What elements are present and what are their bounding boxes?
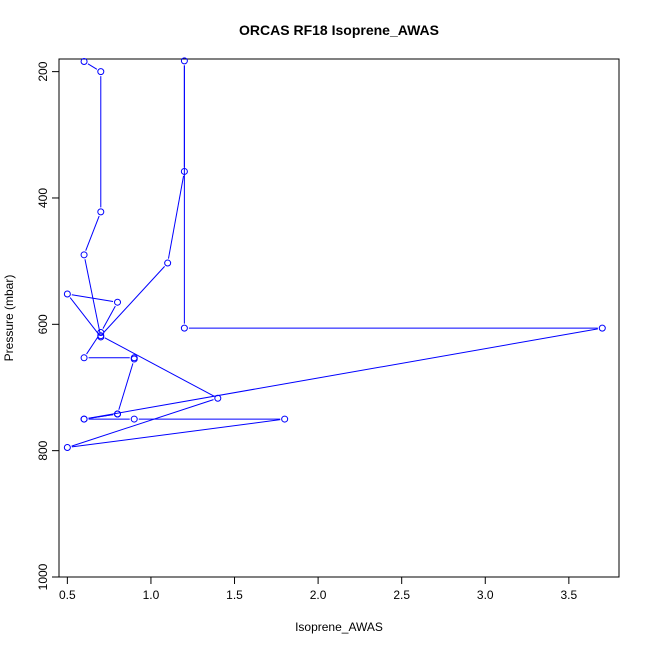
data-point xyxy=(80,354,88,362)
series-line-segment xyxy=(85,215,100,251)
series-line-segment xyxy=(71,294,114,302)
x-tick-label: 1.0 xyxy=(143,588,160,602)
x-tick-label: 1.5 xyxy=(226,588,243,602)
x-tick-label: 3.0 xyxy=(477,588,494,602)
data-point xyxy=(80,58,88,66)
series-line-segment xyxy=(103,266,165,333)
y-axis: 200 400 600 800 1000 xyxy=(36,61,59,590)
data-point xyxy=(63,444,71,451)
series-line-segment xyxy=(102,305,116,329)
y-tick-label: 400 xyxy=(36,188,50,208)
y-tick-label: 200 xyxy=(36,61,50,81)
data-point xyxy=(130,355,138,363)
data-point xyxy=(130,415,138,423)
series-line-segment xyxy=(69,297,99,334)
data-point xyxy=(598,324,606,332)
x-axis: 0.5 1.0 1.5 2.0 2.5 3.0 3.5 xyxy=(59,577,578,602)
series-line-segment xyxy=(167,175,185,259)
data-point xyxy=(214,394,222,402)
series-line-segment xyxy=(104,337,215,397)
data-point xyxy=(164,259,172,267)
x-tick-label: 3.5 xyxy=(561,588,578,602)
plot-frame xyxy=(58,58,620,578)
data-point xyxy=(180,324,188,332)
data-point xyxy=(114,298,122,306)
data-point xyxy=(180,57,188,65)
data-point xyxy=(97,68,105,76)
y-tick-label: 800 xyxy=(36,440,50,460)
series-line-segment xyxy=(71,399,214,447)
series-group xyxy=(63,57,606,451)
data-point xyxy=(180,167,188,175)
y-axis-label: Pressure (mbar) xyxy=(2,275,16,362)
series-line-segment xyxy=(118,363,134,410)
series-line-segment xyxy=(86,336,99,355)
y-tick-label: 1000 xyxy=(36,563,50,590)
x-tick-label: 0.5 xyxy=(59,588,76,602)
series-line-segment xyxy=(88,414,114,419)
x-tick-label: 2.0 xyxy=(310,588,327,602)
series-line-segment xyxy=(71,419,281,448)
x-axis-label: Isoprene_AWAS xyxy=(295,620,383,634)
data-point xyxy=(80,251,88,259)
data-point xyxy=(97,329,105,337)
data-point xyxy=(97,332,105,340)
data-point xyxy=(63,290,71,298)
data-point xyxy=(281,415,289,423)
data-point xyxy=(114,410,122,418)
y-tick-label: 600 xyxy=(36,314,50,334)
series-line-segment xyxy=(87,63,98,70)
series-line-segment xyxy=(84,259,101,333)
data-point xyxy=(97,208,105,216)
series-line-segment xyxy=(88,328,598,419)
chart-title: ORCAS RF18 Isoprene_AWAS xyxy=(239,22,439,38)
data-point xyxy=(80,415,88,423)
x-tick-label: 2.5 xyxy=(393,588,410,602)
